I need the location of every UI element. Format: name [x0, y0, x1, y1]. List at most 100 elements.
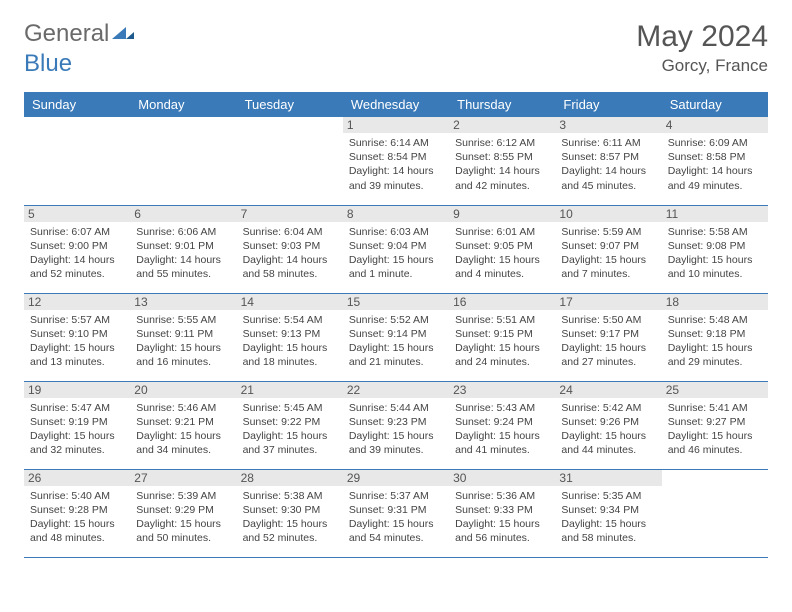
day-number: 3 — [555, 117, 661, 133]
calendar-day-cell: 19 Sunrise: 5:47 AMSunset: 9:19 PMDayligh… — [24, 381, 130, 469]
calendar-day-cell: 28 Sunrise: 5:38 AMSunset: 9:30 PMDayligh… — [237, 469, 343, 557]
calendar-day-cell: 10 Sunrise: 5:59 AMSunset: 9:07 PMDayligh… — [555, 205, 661, 293]
day-number: 2 — [449, 117, 555, 133]
calendar-day-cell: 26 Sunrise: 5:40 AMSunset: 9:28 PMDayligh… — [24, 469, 130, 557]
calendar-day-cell: 22 Sunrise: 5:44 AMSunset: 9:23 PMDayligh… — [343, 381, 449, 469]
calendar-day-cell: 3 Sunrise: 6:11 AMSunset: 8:57 PMDaylight… — [555, 117, 661, 205]
day-number: 1 — [343, 117, 449, 133]
logo: General — [24, 20, 134, 48]
calendar-body: 1Sunrise: 6:14 AMSunset: 8:54 PMDaylight… — [24, 117, 768, 557]
day-number: 23 — [449, 382, 555, 398]
day-number: 27 — [130, 470, 236, 486]
day-info: Sunrise: 5:59 AMSunset: 9:07 PMDaylight:… — [561, 225, 655, 282]
calendar-day-cell: 4 Sunrise: 6:09 AMSunset: 8:58 PMDaylight… — [662, 117, 768, 205]
calendar-week-row: 12 Sunrise: 5:57 AMSunset: 9:10 PMDayligh… — [24, 293, 768, 381]
day-number: 28 — [237, 470, 343, 486]
day-info: Sunrise: 5:57 AMSunset: 9:10 PMDaylight:… — [30, 313, 124, 370]
calendar-day-cell: 30 Sunrise: 5:36 AMSunset: 9:33 PMDayligh… — [449, 469, 555, 557]
day-number: 11 — [662, 206, 768, 222]
day-info: Sunrise: 5:39 AMSunset: 9:29 PMDaylight:… — [136, 489, 230, 546]
calendar-day-cell: 1Sunrise: 6:14 AMSunset: 8:54 PMDaylight… — [343, 117, 449, 205]
calendar-day-cell: 18 Sunrise: 5:48 AMSunset: 9:18 PMDayligh… — [662, 293, 768, 381]
calendar-day-cell: 15Sunrise: 5:52 AMSunset: 9:14 PMDayligh… — [343, 293, 449, 381]
calendar-week-row: 1Sunrise: 6:14 AMSunset: 8:54 PMDaylight… — [24, 117, 768, 205]
day-number: 6 — [130, 206, 236, 222]
day-number: 13 — [130, 294, 236, 310]
weekday-header: Saturday — [662, 92, 768, 117]
month-title: May 2024 — [636, 20, 768, 54]
weekday-header: Thursday — [449, 92, 555, 117]
calendar-week-row: 19 Sunrise: 5:47 AMSunset: 9:19 PMDayligh… — [24, 381, 768, 469]
calendar-table: SundayMondayTuesdayWednesdayThursdayFrid… — [24, 92, 768, 558]
calendar-day-cell — [662, 469, 768, 557]
calendar-day-cell: 20Sunrise: 5:46 AMSunset: 9:21 PMDayligh… — [130, 381, 236, 469]
day-info: Sunrise: 5:38 AMSunset: 9:30 PMDaylight:… — [243, 489, 337, 546]
day-info: Sunrise: 5:40 AMSunset: 9:28 PMDaylight:… — [30, 489, 124, 546]
calendar-day-cell: 7 Sunrise: 6:04 AMSunset: 9:03 PMDaylight… — [237, 205, 343, 293]
day-number: 8 — [343, 206, 449, 222]
day-number: 25 — [662, 382, 768, 398]
day-info: Sunrise: 5:42 AMSunset: 9:26 PMDaylight:… — [561, 401, 655, 458]
day-info: Sunrise: 5:37 AMSunset: 9:31 PMDaylight:… — [349, 489, 443, 546]
calendar-day-cell: 5 Sunrise: 6:07 AMSunset: 9:00 PMDaylight… — [24, 205, 130, 293]
day-number: 10 — [555, 206, 661, 222]
logo-mark-icon — [112, 18, 134, 46]
title-block: May 2024 Gorcy, France — [636, 20, 768, 76]
day-info: Sunrise: 5:44 AMSunset: 9:23 PMDaylight:… — [349, 401, 443, 458]
calendar-day-cell: 21Sunrise: 5:45 AMSunset: 9:22 PMDayligh… — [237, 381, 343, 469]
day-number: 9 — [449, 206, 555, 222]
calendar-day-cell: 31 Sunrise: 5:35 AMSunset: 9:34 PMDayligh… — [555, 469, 661, 557]
calendar-day-cell: 14Sunrise: 5:54 AMSunset: 9:13 PMDayligh… — [237, 293, 343, 381]
calendar-day-cell: 29 Sunrise: 5:37 AMSunset: 9:31 PMDayligh… — [343, 469, 449, 557]
calendar-day-cell: 11 Sunrise: 5:58 AMSunset: 9:08 PMDayligh… — [662, 205, 768, 293]
day-info: Sunrise: 6:01 AMSunset: 9:05 PMDaylight:… — [455, 225, 549, 282]
day-info: Sunrise: 6:04 AMSunset: 9:03 PMDaylight:… — [243, 225, 337, 282]
calendar-week-row: 5 Sunrise: 6:07 AMSunset: 9:00 PMDaylight… — [24, 205, 768, 293]
day-info: Sunrise: 6:07 AMSunset: 9:00 PMDaylight:… — [30, 225, 124, 282]
weekday-header: Monday — [130, 92, 236, 117]
calendar-day-cell: 16Sunrise: 5:51 AMSunset: 9:15 PMDayligh… — [449, 293, 555, 381]
day-number: 19 — [24, 382, 130, 398]
calendar-day-cell: 17Sunrise: 5:50 AMSunset: 9:17 PMDayligh… — [555, 293, 661, 381]
day-info: Sunrise: 5:36 AMSunset: 9:33 PMDaylight:… — [455, 489, 549, 546]
location: Gorcy, France — [636, 56, 768, 76]
day-info: Sunrise: 5:58 AMSunset: 9:08 PMDaylight:… — [668, 225, 762, 282]
calendar-week-row: 26 Sunrise: 5:40 AMSunset: 9:28 PMDayligh… — [24, 469, 768, 557]
day-number: 5 — [24, 206, 130, 222]
day-info: Sunrise: 6:03 AMSunset: 9:04 PMDaylight:… — [349, 225, 443, 282]
day-number: 4 — [662, 117, 768, 133]
calendar-day-cell: 6Sunrise: 6:06 AMSunset: 9:01 PMDaylight… — [130, 205, 236, 293]
day-info: Sunrise: 5:41 AMSunset: 9:27 PMDaylight:… — [668, 401, 762, 458]
day-number: 22 — [343, 382, 449, 398]
calendar-day-cell: 8 Sunrise: 6:03 AMSunset: 9:04 PMDaylight… — [343, 205, 449, 293]
calendar-day-cell: 23Sunrise: 5:43 AMSunset: 9:24 PMDayligh… — [449, 381, 555, 469]
day-info: Sunrise: 5:47 AMSunset: 9:19 PMDaylight:… — [30, 401, 124, 458]
day-number: 17 — [555, 294, 661, 310]
day-number: 29 — [343, 470, 449, 486]
day-number: 14 — [237, 294, 343, 310]
day-info: Sunrise: 6:09 AMSunset: 8:58 PMDaylight:… — [668, 136, 762, 193]
day-number: 31 — [555, 470, 661, 486]
day-number: 30 — [449, 470, 555, 486]
day-number: 18 — [662, 294, 768, 310]
day-number: 12 — [24, 294, 130, 310]
day-info: Sunrise: 5:52 AMSunset: 9:14 PMDaylight:… — [349, 313, 443, 370]
calendar-day-cell: 2Sunrise: 6:12 AMSunset: 8:55 PMDaylight… — [449, 117, 555, 205]
calendar-header-row: SundayMondayTuesdayWednesdayThursdayFrid… — [24, 92, 768, 117]
day-number: 16 — [449, 294, 555, 310]
day-info: Sunrise: 5:35 AMSunset: 9:34 PMDaylight:… — [561, 489, 655, 546]
logo-text-gray: General — [24, 20, 109, 48]
day-number: 7 — [237, 206, 343, 222]
calendar-day-cell — [237, 117, 343, 205]
calendar-day-cell: 25 Sunrise: 5:41 AMSunset: 9:27 PMDayligh… — [662, 381, 768, 469]
weekday-header: Tuesday — [237, 92, 343, 117]
day-info: Sunrise: 6:11 AMSunset: 8:57 PMDaylight:… — [561, 136, 655, 193]
day-info: Sunrise: 5:55 AMSunset: 9:11 PMDaylight:… — [136, 313, 230, 370]
calendar-day-cell: 12 Sunrise: 5:57 AMSunset: 9:10 PMDayligh… — [24, 293, 130, 381]
calendar-day-cell: 13 Sunrise: 5:55 AMSunset: 9:11 PMDayligh… — [130, 293, 236, 381]
calendar-day-cell — [24, 117, 130, 205]
day-number: 26 — [24, 470, 130, 486]
weekday-header: Friday — [555, 92, 661, 117]
day-info: Sunrise: 5:45 AMSunset: 9:22 PMDaylight:… — [243, 401, 337, 458]
day-info: Sunrise: 5:48 AMSunset: 9:18 PMDaylight:… — [668, 313, 762, 370]
